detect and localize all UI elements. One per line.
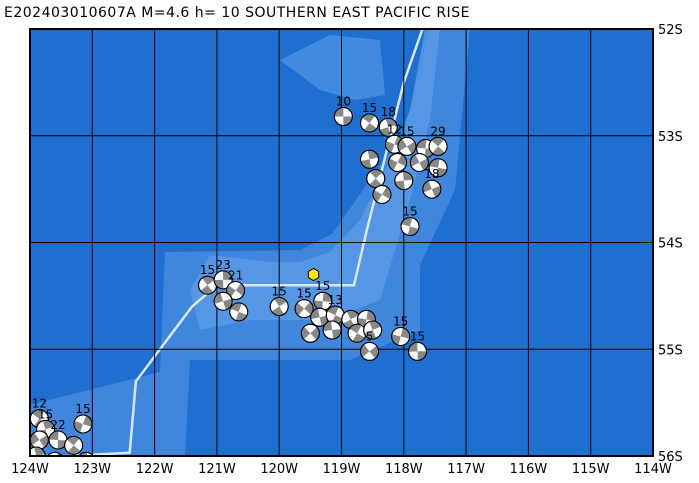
main-event-hexagon (307, 267, 320, 282)
focal-mechanism (366, 168, 386, 188)
focal-mechanism: 21 (226, 269, 246, 301)
focal-mechanism: 15 (391, 314, 411, 346)
focal-mechanism: 15 (400, 204, 420, 236)
focal-mechanism (428, 158, 448, 178)
depth-label: 21 (228, 269, 243, 283)
lon-tick-label: 117W (447, 462, 485, 477)
page-title: E202403010607A M=4.6 h= 10 SOUTHERN EAST… (4, 5, 470, 21)
focal-mechanism: 15 (360, 101, 380, 133)
depth-label: 15 (410, 329, 425, 343)
depth-label: 23 (215, 258, 230, 272)
focal-mechanism (409, 152, 429, 172)
focal-mechanism (372, 184, 392, 204)
depth-label: 5 (366, 329, 374, 343)
focal-mechanism: 15 (294, 287, 314, 319)
focal-mechanism: 18 (378, 105, 398, 137)
focal-mechanism (64, 435, 84, 455)
depth-label: 15 (296, 287, 311, 301)
depth-label: 18 (424, 167, 439, 181)
lon-tick-label: 120W (260, 462, 298, 477)
lat-tick-label: 56S (658, 450, 683, 465)
focal-mechanism (347, 323, 367, 343)
lat-tick-label: 55S (658, 343, 683, 358)
focal-mechanism: 10 (333, 95, 353, 127)
lat-tick-label: 52S (658, 23, 683, 38)
focal-mechanism (394, 171, 414, 191)
depth-label: 15 (402, 204, 417, 218)
lon-tick-label: 123W (73, 462, 111, 477)
lon-tick-label: 122W (136, 462, 174, 477)
focal-mechanism: 15 (73, 402, 93, 434)
depth-label: 15 (272, 285, 287, 299)
lon-tick-label: 119W (323, 462, 361, 477)
focal-mechanism: 15 (408, 329, 428, 361)
lon-tick-label: 121W (198, 462, 236, 477)
lon-tick-label: 115W (572, 462, 610, 477)
depth-label: 15 (399, 124, 414, 138)
focal-mechanism (388, 152, 408, 172)
ridge-crest-area-north (280, 35, 385, 100)
lon-tick-label: 114W (634, 462, 672, 477)
depth-label: 22 (50, 418, 65, 432)
depth-label: 12 (32, 397, 47, 411)
focal-mechanism (30, 430, 49, 450)
focal-mechanism: 23 (213, 258, 233, 290)
ridge-crest-area (190, 29, 440, 330)
focal-mechanism: 22 (48, 418, 68, 450)
lon-tick-label: 124W (11, 462, 49, 477)
focal-mechanism (300, 323, 320, 343)
focal-mechanism: 15 (269, 285, 289, 317)
focal-mechanism (213, 291, 233, 311)
depth-label: 10 (336, 95, 351, 109)
depth-label: 15 (315, 279, 330, 293)
focal-mechanism: 18 (422, 167, 442, 199)
depth-label: 15 (38, 407, 53, 421)
depth-label: 12 (387, 122, 402, 136)
focal-mechanism: 29 (428, 124, 448, 156)
focal-mechanism (310, 307, 330, 327)
focal-mechanism (229, 302, 249, 322)
focal-mechanism (322, 320, 342, 340)
depth-label: 15 (200, 263, 215, 277)
lat-tick-label: 54S (658, 237, 683, 252)
lat-tick-label: 53S (658, 130, 683, 145)
focal-mechanism: 5 (360, 329, 380, 361)
focal-mechanism: 15 (313, 279, 333, 311)
depth-label: 29 (430, 124, 445, 138)
lon-tick-label: 118W (385, 462, 423, 477)
depth-label: 15 (393, 314, 408, 328)
depth-label: 18 (381, 105, 396, 119)
depth-label: 13 (328, 293, 343, 307)
depth-label: 15 (362, 101, 377, 115)
focal-mechanism (363, 320, 383, 340)
focal-mechanism: 15 (198, 263, 218, 295)
focal-mechanism: 15 (397, 124, 417, 156)
lon-tick-label: 116W (510, 462, 548, 477)
focal-mechanism (360, 149, 380, 169)
plate-boundary-line (67, 29, 424, 456)
depth-label: 15 (75, 402, 90, 416)
focal-mechanism (30, 446, 46, 456)
map-frame (29, 28, 654, 457)
